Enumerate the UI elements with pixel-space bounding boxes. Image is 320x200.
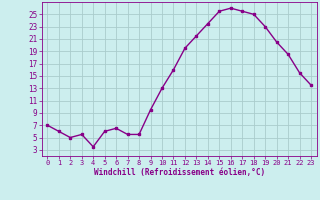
X-axis label: Windchill (Refroidissement éolien,°C): Windchill (Refroidissement éolien,°C) [94, 168, 265, 177]
